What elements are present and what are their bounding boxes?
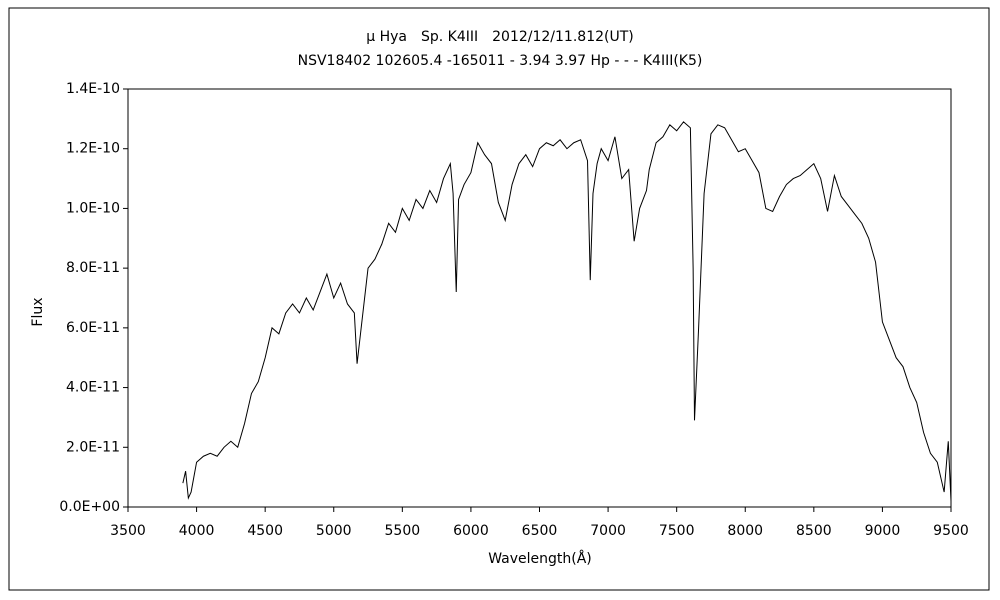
- x-tick-label: 3500: [110, 523, 146, 539]
- x-axis-label: Wavelength(Å): [488, 550, 592, 567]
- x-tick-label: 4500: [247, 523, 283, 539]
- x-tick-label: 7500: [659, 523, 695, 539]
- y-tick-label: 6.0E-11: [66, 320, 120, 336]
- y-tick-label: 1.4E-10: [66, 81, 120, 97]
- x-tick-label: 5500: [385, 523, 421, 539]
- y-axis-label: Flux: [30, 297, 46, 326]
- x-tick-label: 6500: [522, 523, 558, 539]
- spectrum-line: [182, 121, 952, 502]
- y-tick-label: 8.0E-11: [66, 260, 120, 276]
- x-tick-label: 5000: [316, 523, 352, 539]
- y-tick-label: 2.0E-11: [66, 439, 120, 455]
- plot-frame: [127, 88, 952, 508]
- x-tick-label: 9500: [933, 523, 969, 539]
- x-tick-label: 6000: [453, 523, 489, 539]
- x-tick-label: 8000: [727, 523, 763, 539]
- chart-border: [8, 7, 990, 591]
- x-tick-label: 9000: [865, 523, 901, 539]
- chart-subtitle: NSV18402 102605.4 -165011 - 3.94 3.97 Hp…: [298, 53, 703, 69]
- x-tick-label: 8500: [796, 523, 832, 539]
- x-tick-label: 7000: [590, 523, 626, 539]
- y-tick-label: 0.0E+00: [59, 499, 120, 515]
- y-tick-label: 1.0E-10: [66, 200, 120, 216]
- y-tick-label: 1.2E-10: [66, 141, 120, 157]
- y-tick-label: 4.0E-11: [66, 380, 120, 396]
- x-tick-label: 4000: [179, 523, 215, 539]
- chart-title: μ Hya Sp. K4III 2012/12/11.812(UT): [366, 29, 633, 45]
